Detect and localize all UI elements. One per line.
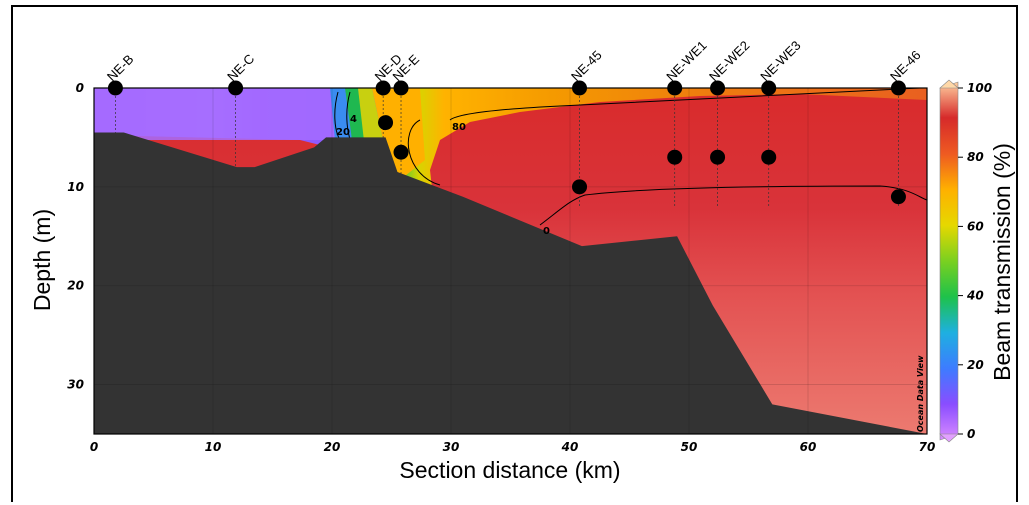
plot-border (93, 87, 928, 435)
figure-frame (11, 5, 1018, 502)
x-tick-labels: 0 10 20 30 40 50 60 70 (90, 440, 936, 454)
colorbar-bottom-triangle (939, 433, 959, 443)
x-tick-label: 60 (800, 440, 817, 454)
odv-watermark: Ocean Data View (916, 355, 925, 432)
colorbar-tick-label: 20 (967, 358, 984, 372)
sample-point (667, 149, 683, 165)
x-tick-label: 0 (90, 440, 98, 454)
station-label: NE-C (224, 51, 257, 84)
colorbar-tick-label: 60 (967, 219, 984, 233)
x-tick-label: 70 (919, 440, 936, 454)
sample-point (393, 144, 409, 160)
contour-80 (449, 88, 921, 121)
x-tick-label: 40 (561, 440, 579, 454)
x-tick-label: 20 (324, 440, 341, 454)
sample-point (761, 80, 777, 96)
sample-point (890, 80, 906, 96)
x-tick-label: 50 (681, 440, 698, 454)
station-label: NE-WE2 (706, 38, 752, 84)
contour-label-80: 80 (452, 122, 466, 133)
sample-point (228, 80, 244, 96)
y-tick-labels: 0 10 20 30 (67, 81, 84, 392)
colorbar-tick-label: 80 (967, 150, 984, 164)
sample-point (107, 80, 123, 96)
sample-points (107, 80, 906, 205)
colorbar-label: Beam transmission (%) (989, 143, 1015, 381)
sample-point (761, 149, 777, 165)
y-tick-label: 30 (67, 378, 84, 392)
contour-20 (334, 91, 341, 141)
y-tick-label: 10 (67, 180, 84, 194)
contour-lower (539, 185, 927, 226)
x-tick-label: 30 (443, 440, 460, 454)
colorbar-tick-label: 40 (966, 289, 984, 303)
colorbar-tick-label: 0 (967, 427, 975, 441)
x-tick-label: 10 (205, 440, 222, 454)
sample-point (710, 149, 726, 165)
contour-label-0: 0 (543, 226, 550, 237)
colorbar-tick-label: 100 (967, 81, 992, 95)
sample-point (378, 115, 394, 131)
station-label: NE-46 (887, 47, 924, 84)
contour-60 (407, 119, 441, 186)
field-yellow-band (358, 88, 385, 150)
bathymetry-mask (94, 132, 927, 434)
station-label: NE-WE1 (663, 38, 709, 84)
station-label: NE-45 (568, 47, 605, 84)
y-tick-label: 0 (76, 81, 84, 95)
contour-label-20: 20 (336, 127, 350, 138)
colorbar-scale (939, 81, 959, 441)
sample-point (890, 189, 906, 205)
sample-point (710, 80, 726, 96)
y-tick-label: 20 (67, 279, 84, 293)
colorbar-ticks: 0 20 40 60 80 100 (958, 81, 992, 441)
sample-point (572, 179, 588, 195)
sample-point (393, 80, 409, 96)
contour-label-4: 4 (350, 114, 357, 125)
sample-point (375, 80, 391, 96)
colorbar: 0 20 40 60 80 100 (939, 79, 992, 443)
y-axis-label: Depth (m) (29, 209, 55, 311)
field-purple-region (94, 88, 335, 140)
x-axis-label: Section distance (km) (399, 457, 620, 483)
station-label: NE-B (104, 52, 137, 85)
sample-point (667, 80, 683, 96)
sample-point (572, 80, 588, 96)
grid-lines (94, 88, 927, 434)
field-green-band (345, 88, 365, 140)
colorbar-top-triangle (939, 79, 959, 89)
station-label: NE-WE3 (757, 38, 803, 84)
field-orange-band (372, 88, 425, 180)
